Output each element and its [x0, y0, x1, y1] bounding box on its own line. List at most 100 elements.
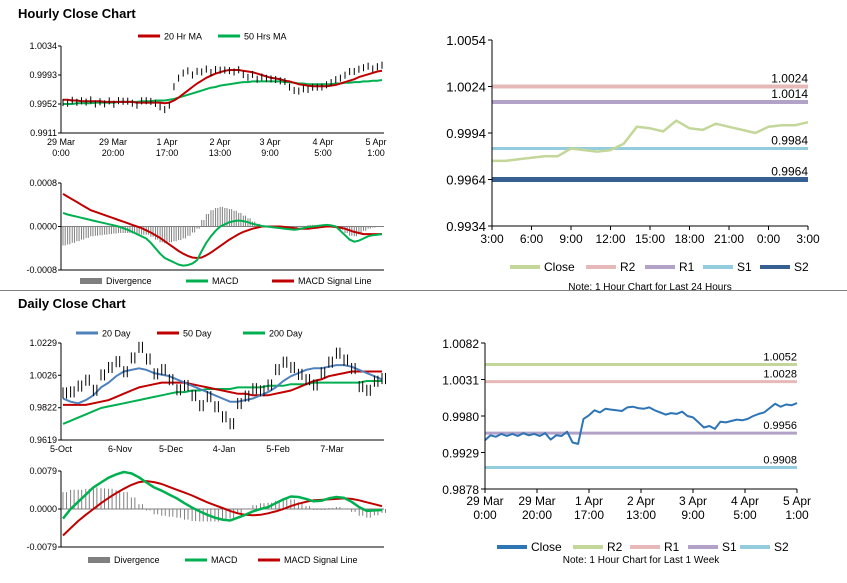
x-tick-label: 1 Apr	[575, 494, 603, 508]
y-tick-label: 0.9994	[446, 126, 486, 141]
x-tick-label: 5-Feb	[266, 444, 290, 454]
x-tick-label: 15:00	[635, 232, 665, 246]
legend-s1-label: S1	[722, 540, 737, 554]
x-tick-label: 17:00	[156, 148, 179, 158]
level-label-r1: 1.0014	[771, 87, 808, 101]
x-tick-label: 0:00	[52, 148, 70, 158]
legend-50hrs-ma-swatch	[218, 34, 240, 38]
legend-signal-label: MACD Signal Line	[284, 555, 358, 565]
legend-close-swatch	[497, 545, 527, 549]
y-tick-label: 0.0000	[29, 222, 57, 232]
x-tick-label: 29 Mar	[47, 137, 75, 147]
legend-close-swatch	[510, 265, 540, 269]
legend-s1-swatch	[703, 265, 733, 269]
x-tick-label: 1:00	[785, 508, 809, 522]
y-tick-label: -0.0008	[26, 265, 57, 275]
legend-20hr-ma-label: 20 Hr MA	[164, 32, 202, 42]
y-tick-label: 0.9619	[29, 435, 57, 445]
chart-note: Note: 1 Hour Chart for Last 24 Hours	[568, 282, 731, 293]
x-tick-label: 5:00	[314, 148, 332, 158]
y-tick-label: 0.9878	[442, 483, 479, 497]
legend-s1-label: S1	[737, 260, 752, 274]
legend-macd-swatch	[186, 279, 208, 283]
legend-signal-label: MACD Signal Line	[298, 276, 372, 286]
daily-section-title: Daily Close Chart	[18, 296, 126, 311]
legend-r1-swatch	[630, 545, 660, 549]
y-tick-label: 0.9980	[442, 410, 479, 424]
legend-200-day-swatch	[243, 331, 265, 335]
section-divider	[0, 290, 847, 291]
series-macd	[62, 470, 383, 522]
x-tick-label: 18:00	[674, 232, 704, 246]
level-label-s2: 0.9908	[763, 455, 797, 467]
y-tick-label: 0.9934	[446, 219, 486, 234]
x-tick-label: 7-Mar	[320, 444, 344, 454]
x-tick-label: 29 Mar	[99, 137, 127, 147]
legend-50-day-swatch	[157, 331, 179, 335]
y-tick-label: 0.0008	[29, 178, 57, 188]
legend-divergence-label: Divergence	[106, 276, 152, 286]
level-label-s1: 0.9984	[771, 134, 808, 148]
y-tick-label: 0.9993	[29, 70, 57, 80]
y-tick-label: 0.9929	[442, 447, 479, 461]
x-tick-label: 3 Apr	[679, 494, 707, 508]
legend-20-day-swatch	[76, 331, 98, 335]
x-tick-label: 5-Oct	[50, 444, 73, 454]
y-tick-label: 1.0026	[29, 370, 57, 380]
legend-macd-label: MACD	[212, 276, 239, 286]
level-label-s2: 0.9964	[771, 165, 808, 179]
x-tick-label: 5:00	[733, 508, 757, 522]
y-tick-label: 1.0024	[446, 80, 486, 95]
legend-divergence-swatch	[80, 278, 102, 284]
legend-s2-swatch	[760, 265, 790, 269]
x-tick-label: 1 Apr	[156, 137, 177, 147]
legend-signal-swatch	[272, 279, 294, 283]
legend-close-label: Close	[544, 260, 575, 274]
y-tick-label: 0.9952	[29, 99, 57, 109]
x-tick-label: 20:00	[522, 508, 552, 522]
x-tick-label: 13:00	[209, 148, 232, 158]
x-tick-label: 5 Apr	[365, 137, 386, 147]
x-tick-label: 5-Dec	[159, 444, 184, 454]
x-tick-label: 29 Mar	[518, 494, 555, 508]
x-tick-label: 17:00	[574, 508, 604, 522]
hourly-section-title: Hourly Close Chart	[18, 6, 136, 21]
legend-s1-swatch	[688, 545, 718, 549]
legend-r2-label: R2	[607, 540, 623, 554]
legend-divergence-swatch	[88, 557, 110, 563]
y-tick-label: 1.0031	[442, 374, 479, 388]
legend-macd-label: MACD	[211, 555, 238, 565]
legend-r2-label: R2	[620, 260, 636, 274]
y-tick-label: 0.9964	[446, 173, 486, 188]
series-macd	[62, 211, 383, 267]
legend-50-day-label: 50 Day	[183, 329, 212, 339]
x-tick-label: 12:00	[595, 232, 625, 246]
legend-s2-label: S2	[774, 540, 789, 554]
x-tick-label: 9:00	[261, 148, 279, 158]
x-tick-label: 3:00	[796, 232, 820, 246]
series-macd-signal	[62, 480, 383, 537]
x-tick-label: 21:00	[714, 232, 744, 246]
y-tick-label: 0.0079	[29, 466, 57, 476]
legend-r1-label: R1	[664, 540, 680, 554]
legend-s2-label: S2	[794, 260, 809, 274]
legend-s2-swatch	[740, 545, 770, 549]
series-macd-signal	[62, 193, 382, 259]
series-50-day	[63, 370, 382, 406]
series-20-day	[62, 364, 383, 405]
x-tick-label: 20:00	[102, 148, 125, 158]
x-tick-label: 6-Nov	[108, 444, 133, 454]
legend-200-day-label: 200 Day	[269, 329, 303, 339]
series-50hrs-ma	[63, 79, 383, 105]
level-label-r2: 1.0024	[771, 72, 808, 86]
y-tick-label: -0.0079	[26, 542, 57, 552]
x-tick-label: 0:00	[473, 508, 497, 522]
x-tick-label: 9:00	[559, 232, 583, 246]
series-close	[492, 119, 809, 163]
y-tick-label: 0.0000	[29, 504, 57, 514]
x-tick-label: 5 Apr	[783, 494, 811, 508]
legend-r2-swatch	[586, 265, 616, 269]
legend-50hrs-ma-label: 50 Hrs MA	[244, 32, 287, 42]
x-tick-label: 3 Apr	[259, 137, 280, 147]
legend-divergence-label: Divergence	[114, 555, 160, 565]
